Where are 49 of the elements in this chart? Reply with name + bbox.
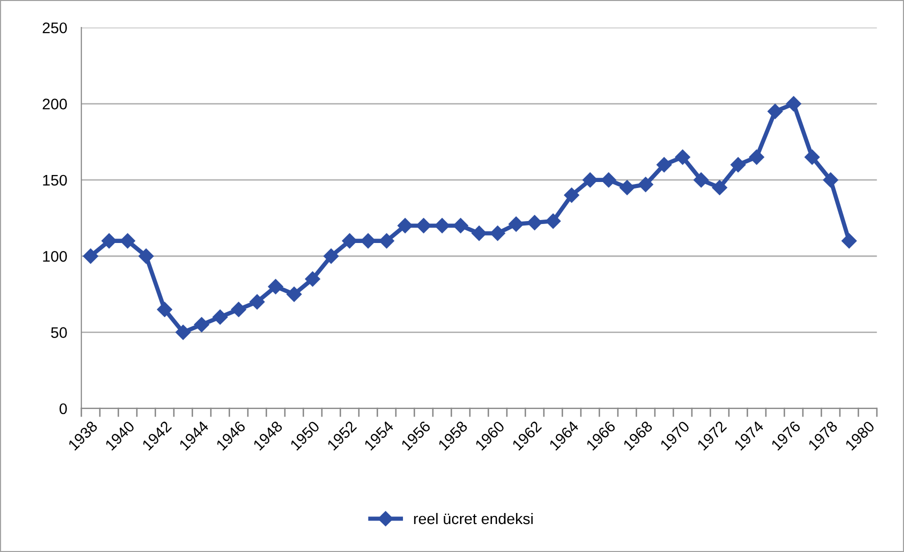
y-tick-label: 150 xyxy=(43,174,67,186)
point xyxy=(638,176,654,192)
point xyxy=(656,157,672,172)
point xyxy=(138,248,154,264)
point xyxy=(268,279,284,294)
point xyxy=(842,233,857,248)
point xyxy=(582,172,598,188)
point xyxy=(620,180,635,196)
y-tick-label: 250 xyxy=(42,22,67,34)
point xyxy=(360,233,376,248)
y-tick-label: 100 xyxy=(43,250,67,262)
point xyxy=(120,233,136,248)
point xyxy=(508,216,524,232)
point xyxy=(546,214,561,229)
y-tick-label: 200 xyxy=(42,98,67,110)
point xyxy=(490,226,506,241)
point xyxy=(416,218,432,234)
point xyxy=(730,157,746,172)
point xyxy=(601,172,616,188)
point xyxy=(212,310,228,325)
point xyxy=(194,317,210,332)
point xyxy=(527,215,542,230)
point xyxy=(564,188,580,203)
point xyxy=(712,180,728,196)
point xyxy=(231,302,246,318)
point xyxy=(286,286,302,302)
point xyxy=(398,218,413,234)
y-tick-label: 0 xyxy=(60,403,67,414)
point xyxy=(250,294,265,310)
point xyxy=(305,271,320,287)
point xyxy=(786,96,802,112)
point xyxy=(804,150,820,165)
point xyxy=(324,248,339,264)
point xyxy=(176,324,191,340)
point xyxy=(675,150,690,165)
point xyxy=(379,233,394,248)
point xyxy=(157,302,172,318)
point xyxy=(83,248,98,264)
point xyxy=(434,218,450,234)
point xyxy=(823,172,838,188)
point xyxy=(768,104,783,119)
point xyxy=(453,218,468,234)
y-tick-label: 50 xyxy=(51,327,67,338)
point xyxy=(342,233,358,248)
point xyxy=(694,172,709,188)
point xyxy=(749,150,764,165)
point xyxy=(472,226,487,241)
point xyxy=(102,233,117,248)
legend-label: reel ücret endeksi xyxy=(414,512,533,524)
